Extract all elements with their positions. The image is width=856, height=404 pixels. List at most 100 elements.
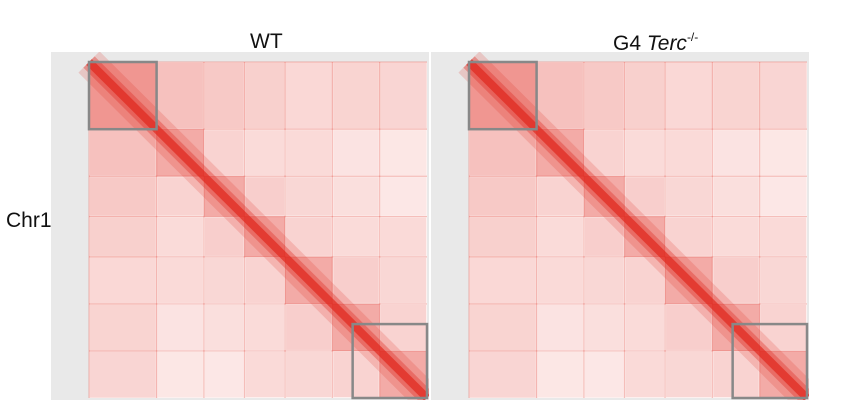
block-interaction: [380, 63, 426, 129]
block-interaction: [204, 130, 244, 176]
block-interaction: [470, 304, 536, 350]
block-interaction: [666, 177, 712, 216]
block-interaction: [760, 257, 806, 303]
block-interaction: [157, 217, 203, 256]
block-interaction: [537, 177, 583, 216]
block-interaction: [157, 63, 203, 129]
block-interaction: [286, 130, 332, 176]
block-interaction: [666, 351, 712, 397]
block-interaction: [666, 63, 712, 129]
block-interaction: [204, 217, 244, 256]
block-interaction: [204, 351, 244, 397]
block-interaction: [286, 217, 332, 256]
block-interaction: [204, 257, 244, 303]
block-interaction: [90, 351, 156, 397]
block-interaction: [713, 351, 759, 397]
panel-title-wt: WT: [250, 30, 283, 53]
block-interaction: [666, 217, 712, 256]
block-interaction: [380, 217, 426, 256]
highlight-box: [87, 60, 158, 131]
block-interaction: [245, 130, 285, 176]
block-interaction: [625, 351, 665, 397]
block-interaction: [713, 130, 759, 176]
block-interaction: [584, 351, 624, 397]
chromosome-label: Chr17: [6, 209, 64, 232]
block-interaction: [760, 304, 806, 350]
block-interaction: [760, 217, 806, 256]
block-interaction: [204, 63, 244, 129]
block-interaction: [537, 304, 583, 350]
title-prefix: G4: [613, 32, 647, 55]
block-interaction: [760, 177, 806, 216]
block-interaction: [584, 304, 624, 350]
block-interaction: [90, 304, 156, 350]
block-interaction: [470, 130, 536, 176]
block-interaction: [537, 351, 583, 397]
block-interaction: [380, 257, 426, 303]
block-interaction: [286, 63, 332, 129]
block-interaction: [625, 177, 665, 216]
block-interaction: [333, 130, 379, 176]
block-interaction: [584, 217, 624, 256]
block-interaction: [286, 351, 332, 397]
heatmap-wt: [51, 52, 429, 400]
block-interaction: [625, 130, 665, 176]
block-interaction: [584, 130, 624, 176]
highlight-box: [731, 322, 809, 400]
block-interaction: [90, 257, 156, 303]
block-interaction: [286, 304, 332, 350]
block-interaction: [537, 63, 583, 129]
block-interaction: [625, 63, 665, 129]
block-interaction: [380, 130, 426, 176]
block-interaction: [537, 257, 583, 303]
highlight-box: [351, 322, 429, 400]
block-interaction: [333, 217, 379, 256]
block-interaction: [666, 130, 712, 176]
block-interaction: [333, 177, 379, 216]
block-interaction: [760, 63, 806, 129]
block-interaction: [625, 304, 665, 350]
block-interaction: [584, 257, 624, 303]
block-interaction: [90, 217, 156, 256]
block-interaction: [333, 63, 379, 129]
block-interaction: [157, 257, 203, 303]
title-superscript: -/-: [686, 30, 699, 44]
block-interaction: [470, 217, 536, 256]
diagonal-band: [86, 59, 429, 400]
block-interaction: [245, 304, 285, 350]
heatmap-g4-terc: [431, 52, 809, 400]
contact-matrix: [458, 52, 809, 400]
block-interaction: [157, 177, 203, 216]
block-interaction: [245, 257, 285, 303]
title-gene: Terc: [646, 32, 687, 55]
block-interaction: [286, 177, 332, 216]
block-interaction: [245, 351, 285, 397]
block-interaction: [470, 257, 536, 303]
block-interaction: [713, 63, 759, 129]
block-interaction: [157, 351, 203, 397]
block-interaction: [157, 304, 203, 350]
block-interaction: [470, 177, 536, 216]
block-interaction: [713, 177, 759, 216]
block-interaction: [713, 257, 759, 303]
block-interaction: [245, 177, 285, 216]
block-interaction: [245, 63, 285, 129]
block-interaction: [333, 257, 379, 303]
panel-title-g4-terc: G4 Terc-/-: [613, 30, 698, 56]
block-interaction: [204, 304, 244, 350]
diagonal-band: [466, 59, 809, 400]
block-interaction: [90, 177, 156, 216]
highlight-box: [467, 60, 538, 131]
block-interaction: [666, 304, 712, 350]
block-interaction: [470, 351, 536, 397]
block-interaction: [760, 130, 806, 176]
block-interaction: [333, 351, 379, 397]
contact-matrix: [78, 52, 429, 400]
block-interaction: [380, 304, 426, 350]
block-interaction: [90, 130, 156, 176]
block-interaction: [380, 177, 426, 216]
block-interaction: [584, 63, 624, 129]
block-interaction: [537, 217, 583, 256]
block-interaction: [713, 217, 759, 256]
